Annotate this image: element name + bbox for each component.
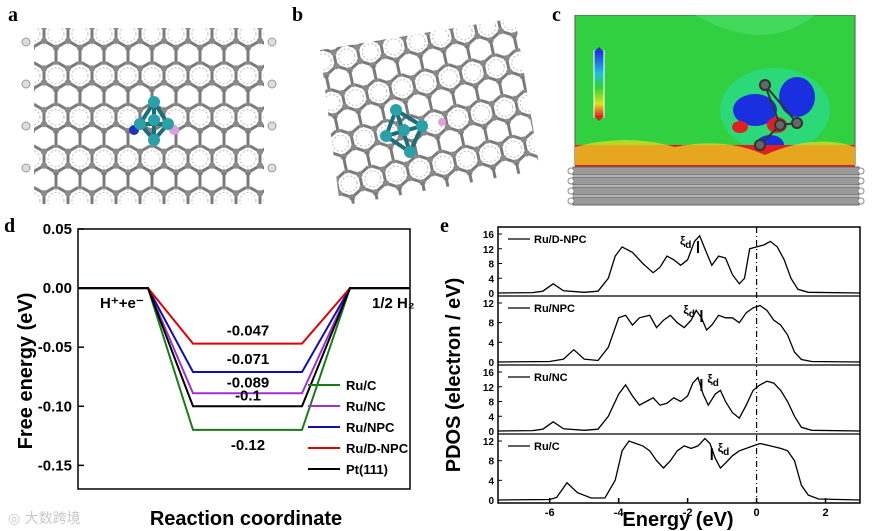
y-tick-label: 12 — [483, 437, 495, 448]
x-tick-label: 0 — [754, 507, 760, 519]
watermark-logo-icon: ◎ — [8, 511, 21, 527]
x-tick-label: -6 — [545, 507, 555, 519]
subplot-label: Ru/NC — [534, 372, 568, 384]
legend-label: Ru/NPC — [346, 420, 395, 435]
d-band-center-label: ξd — [683, 303, 694, 320]
subplot-label: Ru/NPC — [534, 303, 575, 315]
x-tick-label: -4 — [614, 507, 625, 519]
energy-value-label: -0.089 — [227, 374, 270, 391]
panel-label-b: b — [292, 4, 304, 26]
panel-label-a: a — [8, 4, 18, 26]
pdos-subplot-Ru/C: 0 4 8 12 Ru/C ξd — [483, 433, 861, 507]
y-tick-label: 16 — [483, 230, 495, 241]
hydrogen-atoms — [21, 37, 277, 173]
ru-cluster — [380, 104, 446, 158]
panel-label-c: c — [552, 4, 561, 26]
legend-label: Ru/C — [346, 378, 377, 393]
y-tick-label: 0 — [488, 427, 494, 438]
y-tick-label: 0 — [488, 358, 494, 369]
pdos-curve — [497, 437, 861, 501]
x-axis-title: Reaction coordinate — [150, 508, 342, 530]
y-tick-label: 0.05 — [43, 221, 72, 238]
y-tick-label: -0.10 — [38, 398, 72, 415]
graphene-lattice — [320, 18, 540, 206]
d-band-center-label: ξd — [707, 372, 718, 389]
free-energy-chart: 0.05 0.00 -0.05 -0.10 -0.15 -0.12 -0.089 -0.07… — [15, 221, 415, 530]
pdos-curve — [497, 376, 861, 432]
y-tick-label: 0 — [488, 289, 494, 300]
charge-density-map — [567, 15, 865, 206]
ru-cluster — [129, 96, 179, 146]
y-axis-title: Free energy (eV) — [15, 293, 37, 450]
legend: Ru/C Ru/NC Ru/NPC Ru/D-NPC Pt(111) — [308, 378, 409, 477]
energy-value-label: -0.12 — [231, 437, 265, 454]
legend-label: Pt(111) — [346, 462, 388, 477]
y-tick-label: 12 — [483, 245, 495, 256]
y-tick-label: -0.05 — [38, 339, 72, 356]
d-band-center-label: ξd — [718, 441, 729, 458]
graphene-side-layers — [567, 166, 865, 206]
initial-state-label: H⁺+e⁻ — [100, 295, 144, 312]
structure-image-b — [320, 18, 540, 206]
y-tick-label: -0.15 — [38, 457, 72, 474]
structure-image-a — [21, 28, 277, 204]
pdos-curve — [497, 304, 861, 363]
pdos-curve — [497, 234, 861, 294]
watermark-text: 大数跨境 — [24, 511, 81, 527]
d-band-center-label: ξd — [680, 234, 691, 251]
energy-line-Pt(111) — [78, 287, 410, 408]
pdos-subplot-Ru/D-NPC: 0 4 8 12 16 Ru/D-NPC ξd — [483, 230, 861, 300]
final-state-label: 1/2 H₂ — [372, 295, 415, 312]
colorbar — [593, 50, 605, 118]
y-tick-label: 8 — [488, 260, 494, 271]
d-band-center-subscript: d — [689, 309, 695, 320]
plot-border — [77, 228, 411, 490]
watermark: ◎ 大数跨境 — [8, 508, 81, 528]
y-tick-label: 4 — [488, 338, 494, 349]
y-tick-label: 0.00 — [43, 280, 72, 297]
pdos-subplots: 0 4 8 12 16 Ru/D-NPC ξd 0 4 8 12 Ru/NPC ξd 0 4 8 12 16 Ru/… — [483, 230, 861, 507]
d-band-center-subscript: d — [713, 378, 719, 389]
legend-label: Ru/NC — [346, 399, 386, 414]
panel-label-e: e — [440, 215, 449, 237]
x-ticks: -6 -4 -2 0 2 — [545, 498, 829, 519]
x-tick-label: -2 — [683, 507, 693, 519]
y-tick-label: 16 — [483, 368, 495, 379]
y-tick-label: 8 — [488, 457, 494, 468]
y-tick-label: 8 — [488, 398, 494, 409]
d-band-center-subscript: d — [685, 240, 691, 251]
pdos-chart: 0 4 8 12 16 Ru/D-NPC ξd 0 4 8 12 Ru/NPC ξd 0 4 8 12 16 Ru/… — [443, 226, 861, 531]
pdos-subplot-Ru/NPC: 0 4 8 12 Ru/NPC ξd — [483, 295, 861, 369]
pdos-subplot-Ru/NC: 0 4 8 12 16 Ru/NC ξd — [483, 364, 861, 438]
y-ticks: 0.05 0.00 -0.05 -0.10 -0.15 — [38, 221, 84, 474]
ru-cluster-side — [754, 79, 803, 151]
energy-profiles: -0.12 -0.089 -0.071 -0.047 -0.1 — [78, 287, 410, 454]
energy-value-label: -0.071 — [227, 351, 270, 368]
x-axis-title: Energy (eV) — [622, 509, 733, 531]
graphene-lattice — [34, 28, 264, 204]
y-tick-label: 0 — [488, 496, 494, 507]
y-tick-label: 4 — [488, 412, 494, 423]
y-tick-label: 4 — [488, 476, 494, 487]
y-tick-label: 12 — [483, 299, 495, 310]
y-tick-label: 8 — [488, 319, 494, 330]
legend-label: Ru/D-NPC — [346, 441, 409, 456]
panel-label-d: d — [4, 215, 16, 237]
subplot-label: Ru/D-NPC — [534, 234, 587, 246]
energy-value-label: -0.047 — [227, 323, 270, 340]
y-tick-label: 4 — [488, 274, 494, 285]
y-tick-label: 12 — [483, 383, 495, 394]
x-tick-label: 2 — [822, 507, 828, 519]
d-band-center-subscript: d — [723, 447, 729, 458]
plot-frame — [77, 228, 411, 490]
subplot-label: Ru/C — [534, 441, 560, 453]
y-axis-title: PDOS (electron / eV) — [443, 278, 465, 473]
energy-value-label: -0.1 — [235, 387, 261, 404]
